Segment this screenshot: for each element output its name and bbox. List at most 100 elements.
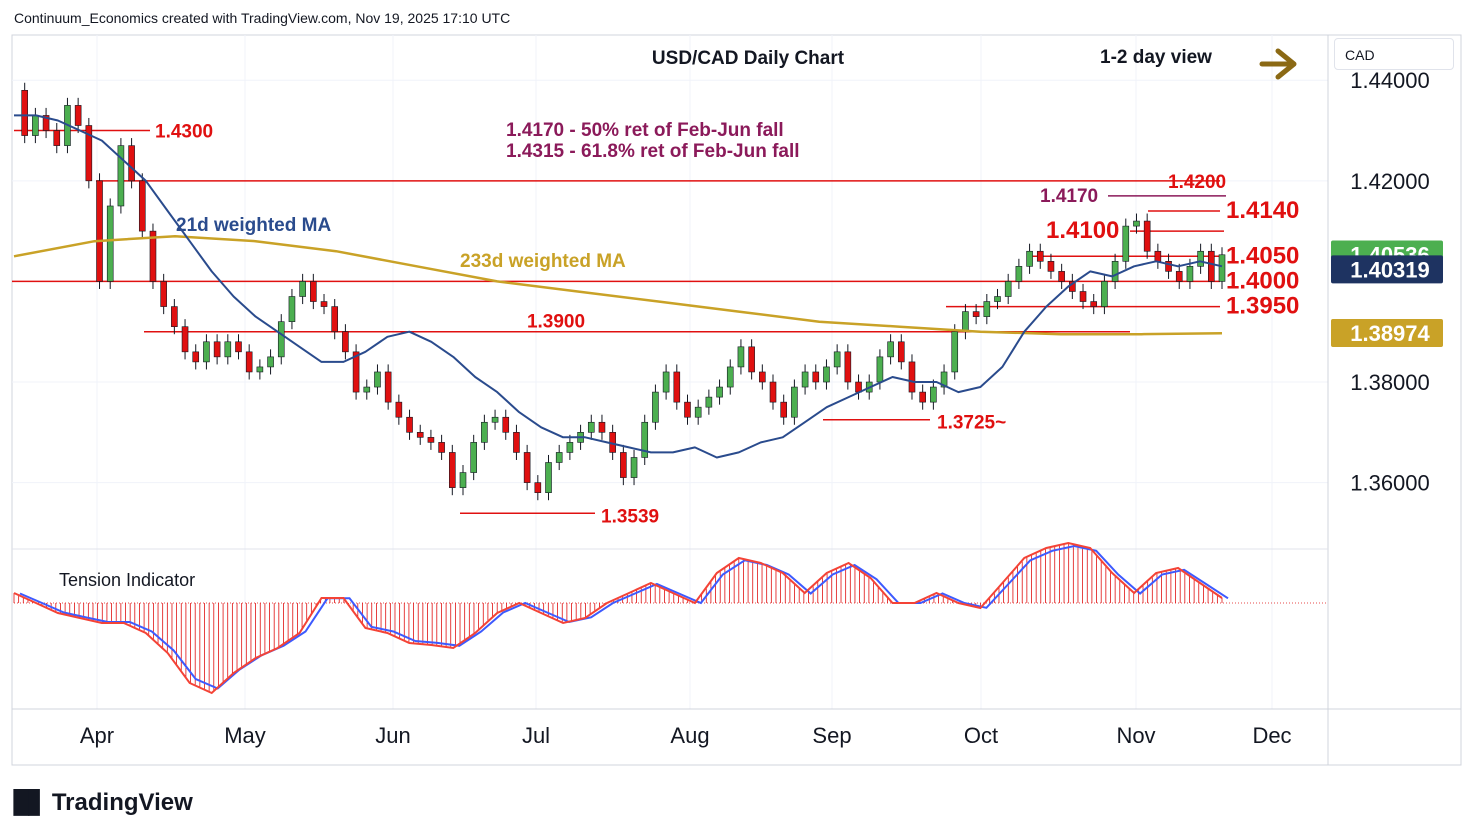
chart-header: Continuum_Economics created with Trading… [14, 10, 511, 26]
candle-body [801, 371, 809, 388]
candle-body [1175, 271, 1183, 282]
candle-body [791, 386, 798, 418]
ma233-line [13, 234, 1223, 336]
candle-body [203, 341, 210, 363]
tension-signal-line [19, 544, 1229, 690]
candle-body [587, 421, 595, 433]
candle-body [256, 366, 264, 373]
candle-body [235, 341, 242, 353]
candle-body [192, 351, 200, 363]
candle-body [620, 452, 627, 478]
x-tick-label: Sep [812, 723, 851, 748]
candle-body [652, 391, 659, 423]
candle-body [502, 416, 510, 433]
candle-body [673, 371, 681, 403]
x-tick-label: Jun [375, 723, 410, 748]
candle-body [1036, 250, 1044, 262]
candle-body [416, 432, 424, 438]
candle-body [53, 130, 61, 146]
candle-body [160, 281, 167, 307]
y-tick-label: 1.42000 [1350, 169, 1430, 194]
candle-body [449, 452, 456, 488]
y-tick-label: 1.38000 [1350, 370, 1430, 395]
candle-body [1154, 250, 1162, 262]
candle-body [812, 371, 820, 383]
candle-body [288, 296, 296, 322]
candle-body [342, 331, 349, 353]
candle-body [1090, 301, 1098, 307]
tension-main-line [13, 541, 1223, 695]
level-label: 1.4200 [1168, 172, 1226, 193]
level-labels: 1.4300 1.4200 1.4170 1.4140 1.4100 1.40501.40… [155, 122, 1299, 528]
candle-body [1133, 220, 1140, 227]
price-badge [1331, 255, 1443, 284]
candle-body [897, 341, 905, 363]
candle-body [566, 442, 574, 453]
candle-body [21, 89, 28, 136]
brand-name: TradingView [51, 789, 193, 816]
candle-body [694, 406, 702, 418]
candle-body [1165, 261, 1172, 272]
candle-body [930, 386, 937, 403]
candle-body [406, 416, 413, 433]
note-618pct: 1.4315 - 61.8% ret of Feb-Jun fall [506, 141, 800, 162]
candle-body [1197, 250, 1204, 267]
candle-body [1111, 261, 1119, 282]
candle-body [630, 457, 638, 478]
ma21-label: 21d weighted MA [176, 215, 331, 236]
candle-body [138, 180, 146, 232]
candle-body [759, 371, 766, 383]
candle-body [1026, 250, 1033, 267]
chart-frame [11, 34, 1462, 766]
chart-subtitle: 1-2 day view [1100, 47, 1212, 68]
candle-body [833, 351, 841, 368]
candle-body [823, 366, 830, 383]
price-badge [1331, 319, 1443, 348]
x-tick-label: Apr [80, 723, 114, 748]
candle-body [919, 391, 926, 403]
candle-body [85, 125, 93, 182]
tradingview-icon: ▉▋ [14, 790, 46, 815]
candle-body [117, 145, 125, 207]
level-label: 1.4170 [1040, 186, 1098, 207]
moving-averages [13, 114, 1223, 459]
candle-body [374, 371, 381, 388]
candle-body [1101, 281, 1108, 307]
candle-body [427, 437, 435, 443]
candle-body [523, 452, 531, 483]
candle-body [1079, 291, 1087, 302]
candle-body [149, 230, 157, 282]
level-label: 1.4100 [1046, 217, 1119, 244]
candle-body [876, 356, 884, 383]
tension-label: Tension Indicator [59, 570, 195, 590]
level-label: 1.3539 [601, 506, 659, 527]
candle-body [331, 306, 339, 333]
candle-body [972, 311, 980, 317]
candle-body [1218, 254, 1226, 282]
price-badge-label: 1.38974 [1350, 321, 1430, 346]
candle-body [363, 386, 371, 393]
candle-body [1058, 271, 1065, 282]
candle-body [299, 281, 306, 297]
candle-body [470, 442, 477, 473]
candle-body [96, 180, 103, 282]
ma233-label: 233d weighted MA [460, 251, 626, 272]
candle-body [213, 341, 221, 358]
level-label: 1.4050 [1226, 242, 1299, 269]
candle-body [887, 341, 894, 358]
level-label: 1.3900 [527, 312, 585, 333]
candle-body [352, 351, 360, 393]
tradingview-logo[interactable]: ▉▋ TradingView [14, 789, 193, 817]
level-label: 1.4000 [1226, 267, 1299, 294]
candle-body [716, 386, 723, 398]
price-badge-label: 1.40319 [1350, 257, 1430, 282]
candle-body [395, 401, 403, 418]
candle-body [1208, 250, 1215, 282]
candle-body [780, 401, 787, 418]
x-tick-label: May [224, 723, 266, 748]
currency-label[interactable]: CAD [1334, 38, 1454, 70]
x-tick-label: Aug [670, 723, 709, 748]
candle-body [128, 145, 135, 182]
